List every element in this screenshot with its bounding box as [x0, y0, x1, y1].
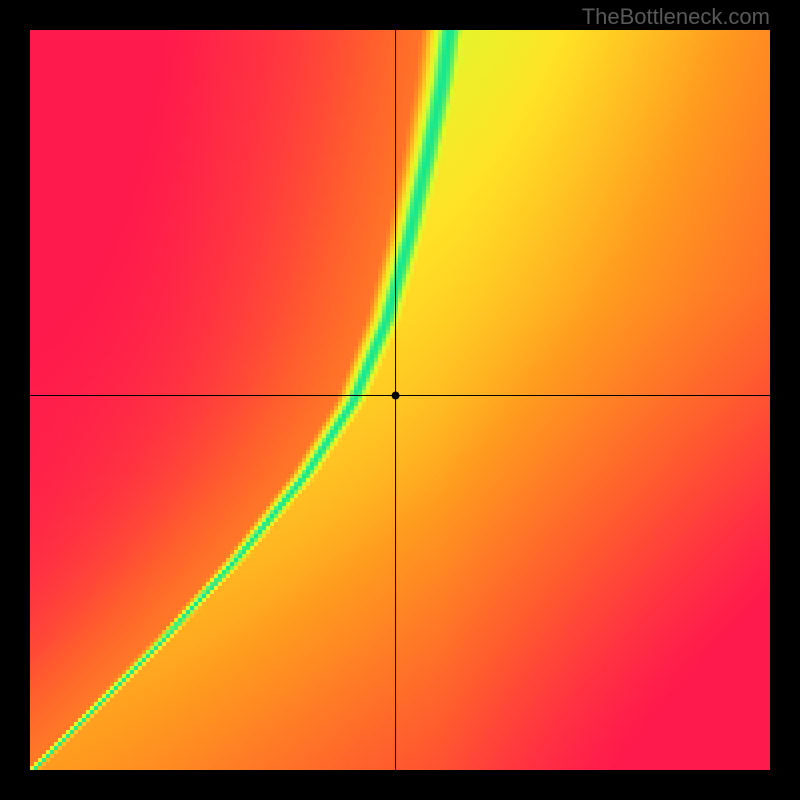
chart-container: TheBottleneck.com [0, 0, 800, 800]
heatmap-canvas [30, 30, 770, 770]
watermark-text: TheBottleneck.com [582, 4, 770, 30]
